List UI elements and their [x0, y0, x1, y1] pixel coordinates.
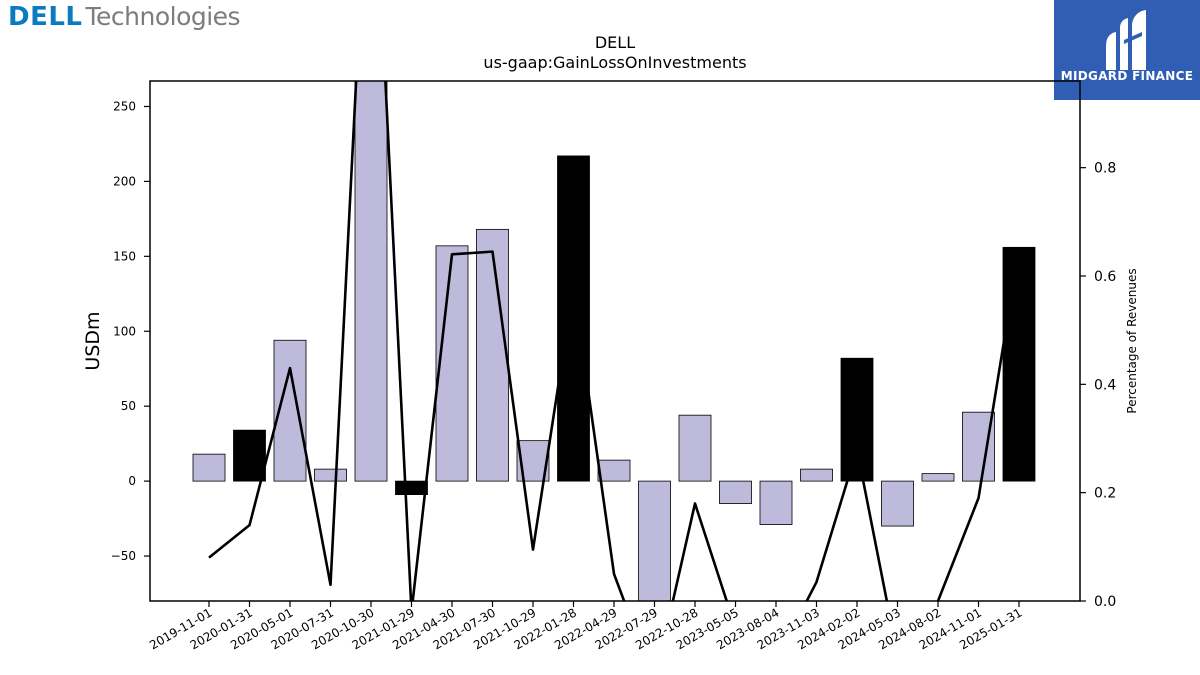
- y-axis-right: 0.0 0.2 0.4 0.6 0.8: [1080, 161, 1116, 610]
- y-tick-label: 200: [113, 174, 136, 188]
- bar: [638, 480, 671, 601]
- bar: [233, 429, 266, 482]
- y2-tick-label: 0.0: [1094, 594, 1116, 610]
- bar: [881, 480, 914, 527]
- bar: [800, 468, 833, 482]
- x-axis: 2019-11-012020-01-312020-05-012020-07-31…: [147, 601, 1025, 652]
- midgard-m-icon: [1106, 10, 1146, 70]
- midgard-finance-logo: MIDGARD FINANCE: [1054, 0, 1200, 100]
- plot-frame: [149, 80, 1081, 602]
- dell-logo-wordmark: DELL: [8, 2, 83, 32]
- y-tick-label: 150: [113, 249, 136, 263]
- y2-tick-label: 0.8: [1094, 161, 1116, 177]
- bar: [557, 155, 590, 482]
- bar: [192, 453, 226, 482]
- chart-subtitle: us-gaap:GainLossOnInvestments: [483, 53, 746, 72]
- line-group: [208, 81, 1021, 601]
- bar: [719, 480, 752, 504]
- bar: [597, 459, 631, 482]
- bar: [395, 480, 428, 496]
- y2-tick-label: 0.6: [1094, 269, 1116, 285]
- bar: [759, 480, 793, 525]
- y-axis-left: −50 0 50 100 150 200 250: [111, 99, 150, 563]
- y2-tick-label: 0.4: [1094, 377, 1116, 393]
- y-tick-label: 250: [113, 99, 136, 113]
- bar: [678, 414, 712, 482]
- technologies-logo-wordmark: Technologies: [85, 2, 241, 31]
- bar: [962, 411, 995, 482]
- y2-axis-label: Percentage of Revenues: [1125, 268, 1139, 413]
- bar: [921, 473, 955, 482]
- dell-technologies-logo: DELL Technologies: [8, 2, 241, 32]
- y-tick-label: −50: [111, 549, 136, 563]
- bar: [354, 81, 388, 482]
- y-tick-label: 0: [128, 474, 136, 488]
- bar: [1002, 246, 1036, 482]
- bars-group: [192, 81, 1036, 601]
- bar: [435, 245, 469, 482]
- bar: [840, 357, 874, 482]
- midgard-finance-name: MIDGARD FINANCE: [1060, 69, 1194, 83]
- y2-tick-label: 0.2: [1094, 486, 1116, 502]
- y-tick-label: 100: [113, 324, 136, 338]
- y-tick-label: 50: [121, 399, 136, 413]
- bar: [314, 468, 347, 482]
- chart-title: DELL: [595, 33, 635, 52]
- pct-revenue-line: [208, 81, 1021, 601]
- bar: [476, 228, 509, 482]
- y-axis-label: USDm: [82, 311, 104, 370]
